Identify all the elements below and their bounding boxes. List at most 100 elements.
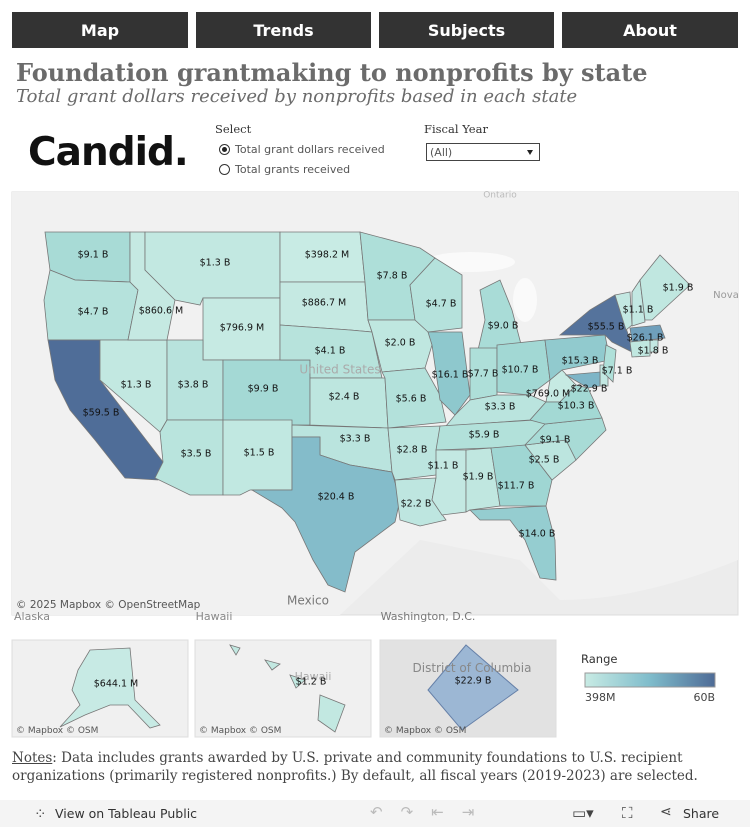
state-label: $22.9 B — [571, 384, 608, 395]
place-label: Washington, D.C. — [381, 610, 476, 623]
state-label: $20.4 B — [318, 492, 355, 503]
state-label: $886.7 M — [302, 298, 346, 309]
inset-place: Hawaii — [295, 670, 332, 683]
state-label: $1.3 B — [121, 380, 152, 391]
place-label: Ontario — [483, 191, 517, 201]
undo-redo: ↶↷⇤⇥ — [370, 803, 493, 821]
state-label: $16.1 B — [432, 370, 469, 381]
state-label: $4.7 B — [426, 299, 457, 310]
comment-icon[interactable]: ▭▾ — [572, 804, 594, 822]
state-shape — [602, 344, 617, 383]
inset-place: District of Columbia — [413, 661, 532, 675]
state-label: $1.1 B — [428, 461, 459, 472]
place-label: Alaska — [14, 610, 50, 623]
lake — [513, 278, 537, 322]
place-label: Nova — [713, 290, 739, 301]
legend-max: 60B — [693, 691, 715, 704]
fullscreen-icon[interactable]: ⛶ — [622, 804, 633, 822]
radio[interactable] — [219, 144, 230, 155]
logo: Candid. — [28, 130, 189, 175]
inset-attribution: © Mapbox © OSM — [16, 726, 98, 736]
title: Foundation grantmaking to nonprofits by … — [16, 58, 648, 87]
dropdown-value: (All) — [430, 146, 453, 159]
state-label: $9.0 B — [488, 321, 519, 332]
state-label: $3.3 B — [340, 434, 371, 445]
alaska-shape — [59, 647, 161, 729]
share-button[interactable]: Share — [683, 806, 720, 821]
state-label: $1.1 B — [623, 305, 654, 316]
state-label: $55.5 B — [588, 322, 625, 333]
state-label: $3.8 B — [178, 380, 209, 391]
state-label: $1.9 B — [463, 472, 494, 483]
nav-button[interactable]: About — [562, 12, 738, 48]
place-label: United States — [299, 363, 380, 377]
state-label: $3.5 B — [181, 449, 212, 460]
subtitle: Total grant dollars received by nonprofi… — [16, 86, 578, 107]
state-label: $5.6 B — [396, 394, 427, 405]
state-label: $26.1 B — [627, 333, 664, 344]
map: $9.1 B $4.7 B $59.5 B $1.3 B $860.6 M $1.3 B $… — [11, 191, 739, 738]
state-label: $11.7 B — [498, 481, 535, 492]
state-shape — [564, 371, 601, 389]
state-label: $1.9 B — [663, 283, 694, 294]
toolbar: ⁘ View on Tableau Public ↶↷⇤⇥ ▭▾ ⛶ ⋖ Sha… — [0, 800, 750, 827]
state-label: $10.7 B — [502, 365, 539, 376]
inset-background — [194, 639, 372, 738]
state-label: $2.8 B — [397, 445, 428, 456]
state-shape — [387, 425, 441, 481]
state-label: $769.0 M — [526, 389, 570, 400]
radio-option[interactable]: Total grant dollars received — [219, 143, 385, 156]
state-label: $7.8 B — [377, 271, 408, 282]
state-shape — [496, 339, 551, 396]
legend-min: 398M — [585, 691, 616, 704]
state-label: $4.7 B — [78, 307, 109, 318]
state-label: $14.0 B — [519, 529, 556, 540]
state-label: $9.1 B — [540, 435, 571, 446]
view-link[interactable]: View on Tableau Public — [55, 806, 198, 821]
state-label: $2.0 B — [385, 338, 416, 349]
hawaii-shape — [264, 659, 281, 671]
nav-button[interactable]: Subjects — [379, 12, 554, 48]
state-shape — [154, 419, 224, 496]
share-icon[interactable]: ⋖ — [660, 804, 672, 820]
state-shape — [614, 291, 633, 331]
state-label: $10.3 B — [558, 401, 595, 412]
state-shape — [639, 254, 691, 321]
state-label: $1.8 B — [638, 346, 669, 357]
state-shape — [250, 436, 401, 593]
notes: Notes: Data includes grants awarded by U… — [12, 749, 738, 785]
dc-shape — [427, 644, 519, 731]
inset-attribution: © Mapbox © OSM — [384, 726, 466, 736]
state-shape — [381, 367, 447, 429]
map-attribution: © 2025 Mapbox © OpenStreetMap — [16, 599, 201, 611]
state-label: $1.3 B — [200, 258, 231, 269]
state-label: $5.9 B — [469, 430, 500, 441]
hawaii-shape — [289, 674, 306, 689]
state-label: $1.5 B — [244, 448, 275, 459]
radio-option[interactable]: Total grants received — [219, 163, 350, 176]
inset-label: $644.1 M — [94, 679, 138, 690]
state-label: $2.4 B — [329, 392, 360, 403]
state-label: $9.1 B — [78, 250, 109, 261]
inset-label: $22.9 B — [455, 676, 492, 687]
state-shape — [544, 334, 611, 381]
state-label: $2.5 B — [529, 455, 560, 466]
nav-button[interactable]: Trends — [196, 12, 371, 48]
state-label: $4.1 B — [315, 346, 346, 357]
place-label: Mexico — [287, 594, 329, 608]
state-label: $796.9 M — [220, 323, 264, 334]
notes-heading: Notes — [12, 750, 53, 766]
hawaii-shape — [229, 644, 241, 656]
nav-button[interactable]: Map — [12, 12, 188, 48]
fiscal-dropdown[interactable]: (All) — [426, 143, 540, 161]
state-label: $7.1 B — [602, 366, 633, 377]
legend-bar — [584, 672, 716, 688]
state-label: $7.7 B — [468, 369, 499, 380]
state-label: $9.9 B — [248, 384, 279, 395]
radio-text: Total grant dollars received — [235, 143, 385, 156]
state-shape — [529, 384, 603, 425]
inset-label: $1.2 B — [296, 677, 327, 688]
notes-text: : Data includes grants awarded by U.S. p… — [12, 750, 698, 784]
radio[interactable] — [219, 164, 230, 175]
